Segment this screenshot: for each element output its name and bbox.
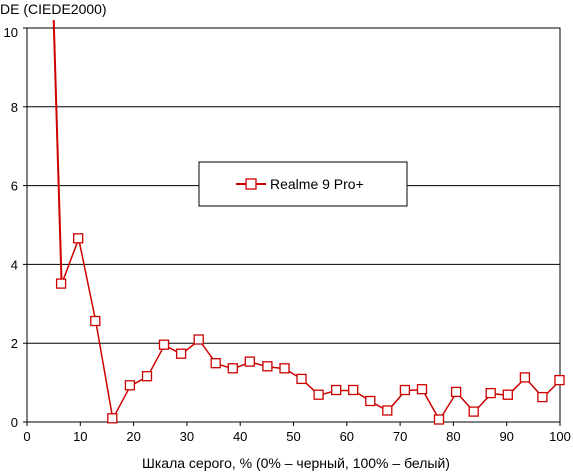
series-layer bbox=[52, 20, 565, 425]
y-axis-ticks: 0 2 4 6 8 10 bbox=[4, 25, 27, 430]
x-axis-ticks: 0 10 20 30 40 50 60 70 80 90 100 bbox=[23, 422, 571, 444]
data-point bbox=[450, 386, 462, 398]
x-tick-label: 0 bbox=[23, 429, 30, 444]
y-tick-label: 2 bbox=[11, 336, 18, 351]
data-point bbox=[158, 339, 170, 350]
x-tick-label: 60 bbox=[340, 429, 354, 444]
data-point bbox=[210, 358, 221, 369]
data-point bbox=[537, 391, 548, 403]
data-point bbox=[124, 380, 136, 391]
data-point bbox=[193, 334, 204, 345]
x-tick-label: 10 bbox=[73, 429, 87, 444]
data-point bbox=[502, 389, 513, 400]
x-tick-label: 80 bbox=[446, 429, 460, 444]
x-axis-title: Шкала серого, % (0% – черный, 100% – бел… bbox=[142, 455, 450, 471]
data-point bbox=[141, 371, 153, 382]
data-point bbox=[244, 356, 255, 367]
series-leading-line bbox=[52, 20, 63, 285]
data-point bbox=[73, 233, 84, 244]
x-tick-label: 40 bbox=[233, 429, 247, 444]
data-point bbox=[468, 406, 479, 417]
data-point bbox=[227, 363, 238, 374]
data-point bbox=[365, 395, 376, 407]
x-tick-label: 70 bbox=[393, 429, 407, 444]
data-point bbox=[331, 384, 342, 396]
data-point bbox=[399, 384, 411, 396]
y-axis-title: DE (CIEDE2000) bbox=[0, 1, 107, 17]
data-point bbox=[416, 384, 428, 395]
x-tick-label: 30 bbox=[180, 429, 194, 444]
gridlines bbox=[27, 27, 560, 423]
y-tick-label: 6 bbox=[11, 179, 18, 194]
legend-series-marker bbox=[245, 178, 257, 190]
y-tick-label: 0 bbox=[11, 415, 18, 430]
data-point bbox=[519, 372, 531, 383]
legend-series-label: Realme 9 Pro+ bbox=[270, 176, 364, 192]
data-point bbox=[485, 387, 496, 399]
data-point bbox=[348, 384, 359, 396]
data-point bbox=[90, 315, 101, 327]
data-point bbox=[55, 278, 67, 289]
data-point bbox=[107, 413, 118, 424]
data-point bbox=[262, 361, 273, 372]
data-point bbox=[279, 363, 290, 374]
x-tick-label: 50 bbox=[286, 429, 300, 444]
y-tick-label: 4 bbox=[11, 257, 18, 272]
data-point bbox=[313, 389, 324, 400]
data-point bbox=[433, 414, 445, 425]
x-tick-label: 20 bbox=[126, 429, 140, 444]
data-point bbox=[175, 348, 187, 359]
y-tick-label: 8 bbox=[11, 100, 18, 115]
x-tick-label: 100 bbox=[549, 429, 571, 444]
y-tick-label: 10 bbox=[4, 25, 18, 40]
series-line-0 bbox=[60, 238, 561, 421]
legend-box bbox=[198, 161, 408, 207]
data-point bbox=[296, 373, 307, 385]
data-point bbox=[382, 405, 393, 416]
plot-area-frame bbox=[26, 27, 561, 423]
legend: Realme 9 Pro+ bbox=[198, 161, 408, 207]
x-tick-label: 90 bbox=[499, 429, 513, 444]
data-point bbox=[554, 374, 565, 386]
